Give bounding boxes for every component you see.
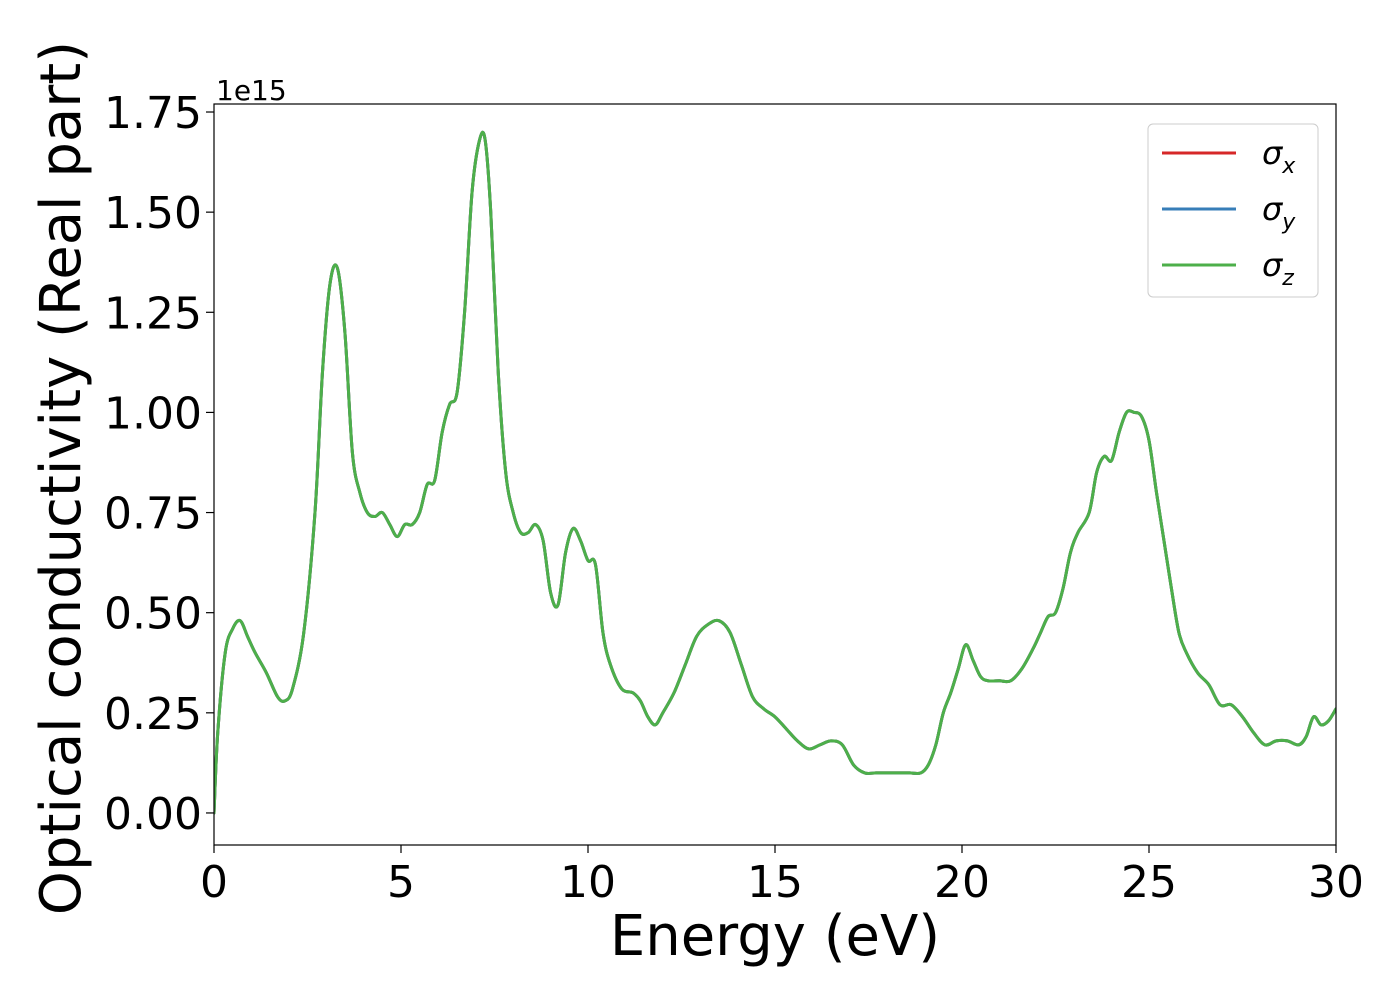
- x-tick-label: 30: [1308, 857, 1364, 908]
- x-tick-label: 25: [1121, 857, 1177, 908]
- legend-label-sigma-x: σx: [1262, 134, 1296, 179]
- y-axis-ticks: 0.00 0.25 0.50 0.75 1.00 1.25 1.50 1.75: [104, 88, 214, 840]
- x-axis-title: Energy (eV): [610, 904, 940, 969]
- legend-label-sigma-y: σy: [1262, 190, 1296, 235]
- y-offset-text: 1e15: [216, 74, 287, 107]
- legend: σx σy σz: [1147, 123, 1319, 298]
- x-tick-label: 20: [934, 857, 990, 908]
- y-tick-label: 0.50: [104, 589, 202, 640]
- x-tick-label: 5: [387, 857, 415, 908]
- y-tick-label: 0.25: [104, 689, 202, 740]
- y-tick-label: 1.50: [104, 188, 202, 239]
- series-layer: [214, 130, 1336, 815]
- x-tick-label: 0: [200, 857, 228, 908]
- x-axis-ticks: 0 5 10 15 20 25 30: [200, 845, 1364, 908]
- x-tick-label: 15: [747, 857, 803, 908]
- x-tick-label: 10: [560, 857, 616, 908]
- y-tick-label: 1.25: [104, 288, 202, 339]
- legend-label-sigma-z: σz: [1262, 246, 1294, 291]
- y-tick-label: 0.75: [104, 489, 202, 540]
- series-sigma-z: [214, 130, 1336, 815]
- y-axis-title: Optical conductivity (Real part): [29, 41, 94, 915]
- y-tick-label: 1.75: [104, 88, 202, 139]
- y-tick-label: 0.00: [104, 789, 202, 840]
- y-tick-label: 1.00: [104, 388, 202, 439]
